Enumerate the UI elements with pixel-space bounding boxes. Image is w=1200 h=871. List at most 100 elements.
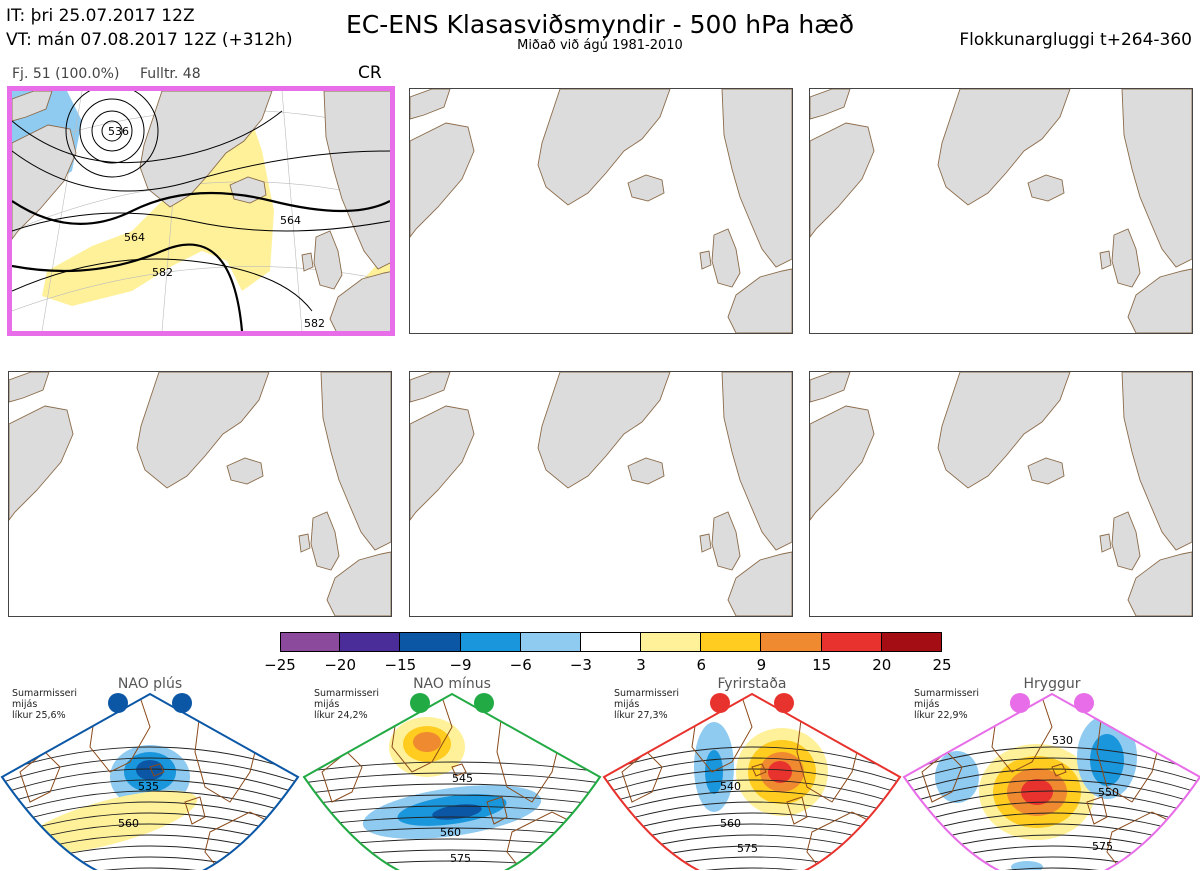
colorbar-tick-label: 9 [756, 656, 767, 674]
colorbar-cell [821, 632, 882, 652]
contour-label: 564 [124, 231, 145, 244]
circle-marker-icon [774, 693, 794, 713]
height-contour [604, 812, 900, 839]
contour-label: 545 [452, 772, 473, 785]
height-contour [604, 790, 900, 817]
colorbar-tick-label: 15 [812, 656, 832, 674]
colorbar-tick-label: −6 [509, 656, 532, 674]
height-contour [2, 856, 298, 870]
regime-name: Hryggur [1023, 676, 1081, 692]
page-title: EC-ENS Klasasviðsmyndir - 500 hPa hæð [345, 10, 855, 39]
regime-frame [902, 692, 1200, 870]
height-contour [904, 801, 1200, 828]
height-contour [2, 779, 298, 806]
circle-marker-icon [108, 693, 128, 713]
valid-time: VT: mán 07.08.2017 12Z (+312h) [6, 30, 293, 50]
cluster-map-empty[interactable] [809, 88, 1193, 334]
colorbar-cell [340, 632, 401, 652]
cluster-map-empty[interactable] [409, 371, 793, 617]
height-contour [604, 757, 900, 784]
circle-marker-icon [410, 693, 430, 713]
regime-probability-note: Sumarmisseri mijás líkur 27,3% [614, 688, 679, 721]
regime-frame [302, 692, 602, 870]
height-contour [2, 768, 298, 795]
height-contour [604, 856, 900, 870]
regime-name: NAO mínus [413, 676, 491, 692]
cluster-code: CR [358, 63, 382, 83]
regime-probability-note: Sumarmisseri mijás líkur 25,6% [12, 688, 77, 721]
regime-note-line: Sumarmisseri [12, 688, 78, 699]
regime-note-line: líkur 25,6% [12, 710, 66, 721]
regime-frame [602, 692, 902, 870]
colorbar-cell [641, 632, 702, 652]
regime-note-line: Sumarmisseri [614, 688, 680, 699]
anomaly-shade [1011, 861, 1043, 870]
anomaly-shade [22, 790, 198, 854]
regime-name: NAO plús [117, 676, 183, 692]
colorbar-cell [460, 632, 521, 652]
cluster-map-canvas: 536 564 564 582 582 [12, 91, 390, 331]
height-contour [2, 757, 298, 784]
regime-note-line: líkur 24,2% [314, 710, 368, 721]
land-outline-map [810, 372, 1192, 616]
contour-label: 564 [280, 214, 301, 227]
regime-note-line: Sumarmisseri [914, 688, 980, 699]
land-outline-map [410, 372, 792, 616]
contour-label: 560 [720, 817, 741, 830]
contour-label: 560 [118, 817, 139, 830]
colorbar-tick-label: 3 [636, 656, 646, 674]
contour-label: 530 [1052, 734, 1073, 747]
height-contour [304, 761, 600, 773]
regime-map: 530 550 575 [902, 692, 1200, 870]
circle-marker-icon [1010, 693, 1030, 713]
height-contour [304, 783, 600, 795]
regime-name: Fyrirstaða [717, 676, 787, 692]
colorbar-cell [580, 632, 642, 652]
height-contour [2, 746, 298, 773]
colorbar-frame [280, 632, 942, 652]
regime-map: 535 560 [0, 692, 300, 870]
cluster-map-empty[interactable] [8, 371, 392, 617]
land-outline-map [810, 89, 1192, 333]
contour-label: 535 [138, 780, 159, 793]
height-contour [304, 772, 600, 784]
contour-label: 550 [1098, 786, 1119, 799]
circle-marker-icon [710, 693, 730, 713]
anomaly-shade [935, 751, 979, 803]
contour-label: 582 [152, 266, 173, 279]
height-contour [604, 768, 900, 795]
height-contour [304, 794, 600, 806]
cluster-map-selected[interactable]: 536 564 564 582 582 [7, 86, 395, 336]
regime-probability-note: Sumarmisseri mijás líkur 24,2% [314, 688, 379, 721]
regime-note-line: líkur 22,9% [914, 710, 968, 721]
regime-note-line: mijás [614, 699, 640, 710]
height-contour [904, 790, 1200, 817]
cluster-map-empty[interactable] [409, 88, 793, 334]
anomaly-shade [1090, 734, 1124, 786]
anomaly-shade [136, 760, 164, 780]
colorbar-tick-label: −20 [324, 656, 356, 674]
anomaly-shade [705, 750, 723, 794]
colorbar-tick-label: −9 [449, 656, 472, 674]
land-outline-map [9, 372, 391, 616]
initial-time: IT: þri 25.07.2017 12Z [6, 6, 195, 26]
regime-note-line: Sumarmisseri [314, 688, 380, 699]
circle-marker-icon [1074, 693, 1094, 713]
height-contour [304, 838, 600, 850]
anomaly-shade [768, 761, 792, 783]
contour-label: 560 [440, 826, 461, 839]
regime-probability-note: Sumarmisseri mijás líkur 22,9% [914, 688, 979, 721]
anomaly-shade [413, 732, 441, 752]
colorbar-cell [280, 632, 341, 652]
regime-note-line: líkur 27,3% [614, 710, 668, 721]
contour-label: 582 [304, 317, 325, 330]
height-contour [604, 801, 900, 828]
colorbar-tick-label: −25 [264, 656, 296, 674]
height-contour [604, 867, 900, 870]
colorbar-tick-label: 25 [932, 656, 952, 674]
regime-map: 540 560 575 [602, 692, 902, 870]
contour-label: 575 [450, 852, 471, 865]
contour-label: 575 [1092, 840, 1113, 853]
height-contour [2, 834, 298, 861]
cluster-map-empty[interactable] [809, 371, 1193, 617]
